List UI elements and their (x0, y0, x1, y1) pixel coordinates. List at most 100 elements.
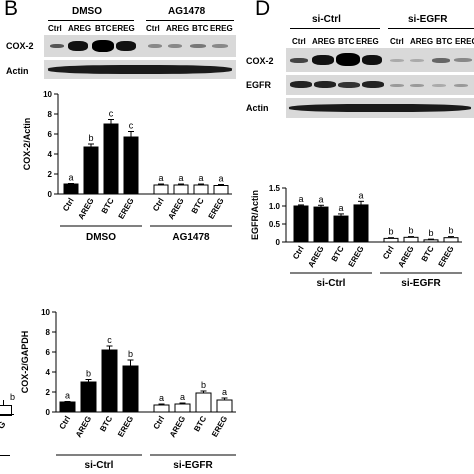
panel-d-group-si-egfr-line (388, 28, 474, 29)
gapdh-group-label: si-EGFR (173, 460, 213, 471)
b-cox2-bar (173, 184, 189, 195)
d-egfr-bar (403, 236, 419, 243)
panel-b-lane: AREG (68, 24, 92, 33)
gapdh-sig-label: c (107, 335, 112, 345)
gapdh-category-label: AREG (168, 415, 187, 440)
gapdh-category-label: BTC (192, 414, 208, 433)
d-egfr-y-tick-label: 0.5 (269, 220, 281, 229)
d-egfr-category-label: Ctrl (291, 245, 306, 261)
d-egfr-sig-label: b (408, 226, 413, 236)
gapdh-category-label: BTC (98, 414, 114, 433)
panel-b-lane: Ctrl (48, 24, 62, 33)
gapdh-sig-label: b (86, 369, 91, 379)
gapdh-bar (153, 404, 170, 413)
b-cox2-y-tick-label: 6 (48, 130, 53, 139)
left-partial-bracket (0, 455, 10, 456)
left-partial-axis (0, 414, 14, 415)
d-egfr-group-label: si-Ctrl (317, 278, 346, 289)
b-cox2-sig-label: c (129, 121, 134, 131)
b-cox2-group-label: DMSO (86, 232, 116, 243)
panel-d-letter: D (255, 0, 271, 20)
gapdh-bar (59, 401, 76, 413)
panel-d-group-si-egfr: si-EGFR (408, 14, 448, 25)
b-cox2-y-tick-label: 2 (48, 170, 53, 179)
gapdh-sig-label: a (180, 392, 185, 402)
panel-b-lane: Ctrl (146, 24, 160, 33)
gapdh-y-tick-label: 2 (46, 388, 51, 397)
d-egfr-y-tick-label: 1.5 (269, 184, 281, 193)
b-cox2-category-label: Ctrl (61, 197, 76, 213)
panel-b-blot-label-actin: Actin (6, 66, 29, 76)
gapdh-y-tick-label: 4 (46, 368, 51, 377)
b-cox2-bar (63, 183, 79, 195)
panel-b-lane: BTC (192, 24, 209, 33)
d-egfr-sig-label: a (318, 194, 323, 204)
d-egfr-y-tick-label: 1.0 (269, 202, 281, 211)
gapdh-bar (174, 403, 191, 413)
gapdh-category-label: EREG (210, 415, 229, 439)
gapdh-sig-label: a (222, 387, 227, 397)
b-cox2-category-label: AREG (166, 197, 185, 222)
panel-b-lane: BTC (95, 24, 112, 33)
d-egfr-category-label: AREG (396, 245, 415, 270)
panel-b-group-dmso-line (48, 20, 134, 21)
d-egfr-bar (353, 204, 369, 243)
panel-d-lane: AREG (410, 37, 434, 46)
gapdh-category-label: AREG (74, 415, 93, 440)
d-egfr-sig-label: b (448, 226, 453, 236)
d-egfr-sig-label: a (298, 194, 303, 204)
d-egfr-y-axis-label: EGFR/Actin (250, 190, 260, 240)
gapdh-bar (80, 381, 97, 413)
gapdh-bar (101, 349, 118, 413)
b-cox2-sig-label: b (88, 133, 93, 143)
b-cox2-sig-label: a (68, 173, 73, 183)
b-cox2-y-tick-label: 0 (48, 190, 53, 199)
d-egfr-sig-label: b (428, 228, 433, 238)
panel-b-lane: EREG (112, 24, 135, 33)
panel-d-lane: Ctrl (292, 37, 306, 46)
panel-b-blot-cox2 (44, 35, 236, 57)
d-egfr-group-label: si-EGFR (401, 278, 441, 289)
panel-d-blot-label-cox2: COX-2 (246, 56, 274, 66)
d-egfr-category-label: EREG (437, 245, 456, 269)
gapdh-bar (216, 399, 233, 413)
b-cox2-bar (83, 146, 99, 195)
panel-b-group-ag1478: AG1478 (168, 6, 206, 17)
panel-d-blot-cox2 (286, 48, 474, 72)
d-egfr-sig-label: a (358, 190, 363, 200)
panel-d-blot-label-actin: Actin (246, 103, 269, 113)
b-cox2-bar (123, 136, 139, 195)
gapdh-sig-label: a (159, 393, 164, 403)
d-egfr-bar (293, 205, 309, 243)
panel-b-lane: AREG (166, 24, 190, 33)
gapdh-y-tick-label: 6 (46, 348, 51, 357)
d-egfr-bar (313, 206, 329, 243)
d-egfr-category-label: Ctrl (381, 245, 396, 261)
b-cox2-bar (103, 123, 119, 195)
b-cox2-sig-label: c (109, 109, 114, 119)
gapdh-y-tick-label: 0 (46, 408, 51, 417)
gapdh-y-tick-label: 8 (46, 328, 51, 337)
gapdh-sig-label: b (128, 349, 133, 359)
b-cox2-group-label: AG1478 (172, 232, 210, 243)
d-egfr-bar (383, 237, 399, 243)
panel-d-lane: EREG (455, 37, 474, 46)
gapdh-bar (122, 365, 139, 413)
panel-d-lane: EREG (356, 37, 379, 46)
gapdh-bar (195, 392, 212, 413)
b-cox2-category-label: BTC (100, 196, 116, 215)
panel-b-group-dmso: DMSO (72, 6, 102, 17)
b-cox2-category-label: AREG (76, 197, 95, 222)
gapdh-category-label: Ctrl (152, 415, 167, 431)
gapdh-category-label: EREG (116, 415, 135, 439)
panel-b-group-ag1478-line (146, 20, 234, 21)
left-partial-bar (0, 405, 12, 416)
panel-b-blot-actin (44, 60, 236, 79)
b-cox2-sig-label: a (198, 173, 203, 183)
panel-d-lane: BTC (338, 37, 355, 46)
d-egfr-bar (333, 215, 349, 243)
b-cox2-category-label: Ctrl (151, 197, 166, 213)
gapdh-y-axis-label: COX-2/GAPDH (20, 331, 30, 394)
panel-d-blot-label-egfr: EGFR (246, 80, 272, 90)
